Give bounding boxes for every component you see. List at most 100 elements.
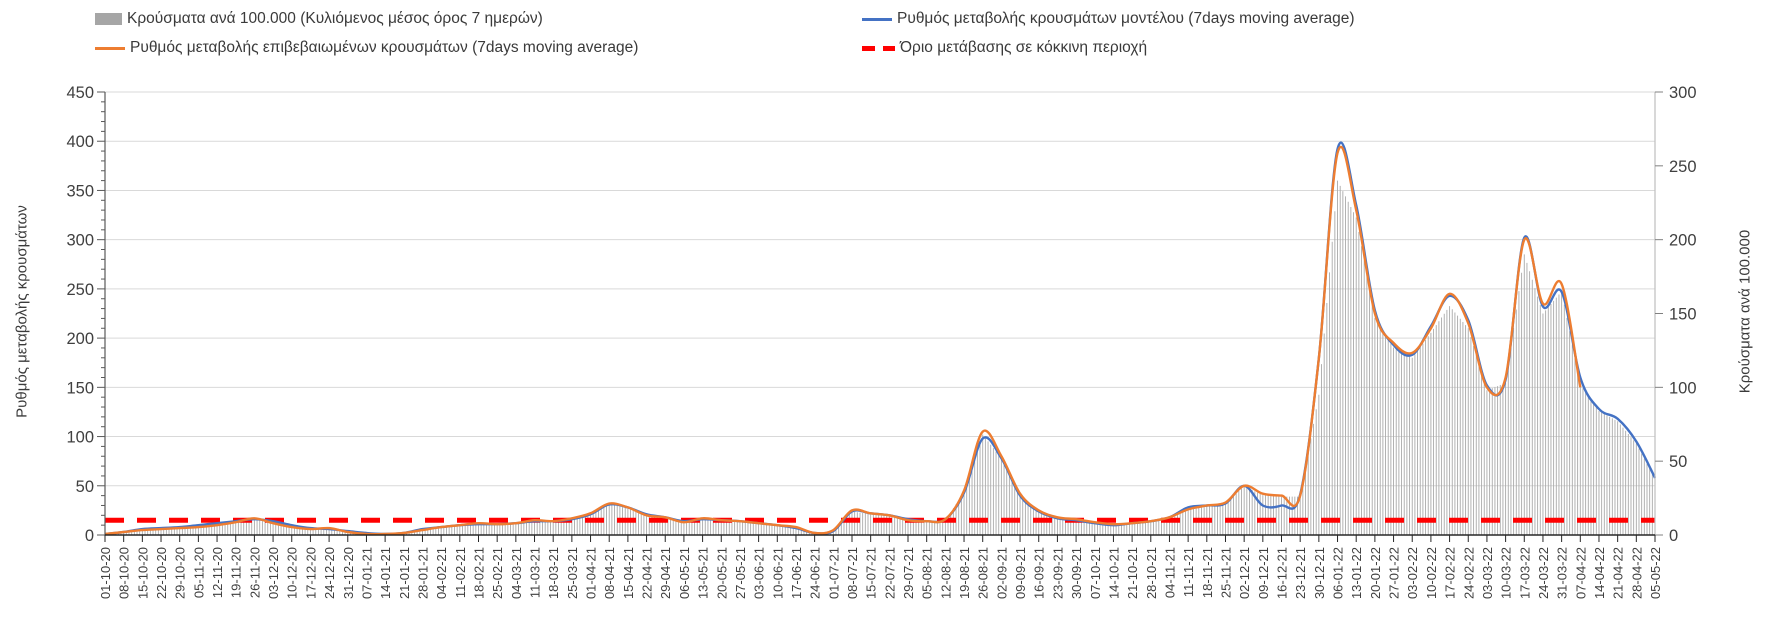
x-tick-label: 07-10-21	[1088, 547, 1103, 599]
x-tick-label: 05-11-20	[191, 547, 206, 598]
threshold-legend-swatch	[862, 45, 895, 51]
x-tick-label: 22-10-20	[154, 547, 169, 599]
x-tick-label: 06-05-21	[677, 547, 692, 599]
x-tick-label: 24-02-22	[1461, 547, 1476, 599]
y-right-tick-label: 200	[1669, 232, 1697, 250]
y-right-tick-label: 150	[1669, 306, 1697, 324]
x-tick-label: 03-12-20	[266, 547, 281, 599]
x-tick-label: 02-09-21	[994, 547, 1009, 599]
y-left-tick-label: 350	[66, 182, 94, 200]
x-tick-label: 10-03-22	[1499, 547, 1514, 599]
x-tick-label: 09-09-21	[1013, 547, 1028, 599]
x-tick-label: 28-10-21	[1144, 547, 1159, 599]
x-tick-label: 08-04-21	[602, 547, 617, 599]
x-tick-label: 28-01-21	[415, 547, 430, 599]
x-tick-label: 01-10-20	[98, 547, 113, 599]
y-right-tick-label: 300	[1669, 84, 1697, 102]
x-tick-label: 19-11-20	[229, 547, 244, 598]
y-left-tick-label: 150	[66, 379, 94, 397]
model-line-legend-label: Ρυθμός μεταβολής κρουσμάτων μοντέλου (7d…	[897, 10, 1355, 27]
y-right-tick-label: 50	[1669, 453, 1687, 471]
y-left-tick-label: 100	[66, 429, 94, 447]
y-right-tick-label: 0	[1669, 527, 1678, 545]
legend-item-model-line: Ρυθμός μεταβολής κρουσμάτων μοντέλου (7d…	[862, 10, 1355, 28]
x-tick-label: 03-03-22	[1480, 547, 1495, 599]
x-tick-label: 10-06-21	[770, 547, 785, 599]
x-tick-label: 23-12-21	[1293, 547, 1308, 599]
x-tick-label: 23-09-21	[1050, 547, 1065, 599]
confirmed-line	[104, 145, 1582, 536]
x-tick-label: 01-07-21	[826, 547, 841, 599]
x-tick-label: 24-03-22	[1536, 547, 1551, 599]
x-tick-label: 10-12-20	[285, 547, 300, 599]
x-tick-label: 20-01-22	[1368, 547, 1383, 599]
x-tick-label: 12-08-21	[938, 547, 953, 599]
x-tick-label: 09-12-21	[1256, 547, 1271, 599]
x-tick-label: 21-10-21	[1125, 547, 1140, 599]
x-tick-label: 04-03-21	[509, 547, 524, 599]
x-tick-label: 30-12-21	[1312, 547, 1327, 599]
x-tick-label: 04-11-21	[1162, 547, 1177, 598]
legend-item-bars: Κρούσματα ανά 100.000 (Κυλιόμενος μέσος …	[95, 10, 543, 28]
y-left-tick-label: 50	[76, 478, 94, 496]
x-tick-label: 22-07-21	[882, 547, 897, 599]
x-tick-label: 14-04-22	[1592, 547, 1607, 599]
x-tick-label: 08-07-21	[845, 547, 860, 599]
y-left-tick-label: 300	[66, 232, 94, 250]
x-tick-label: 29-10-20	[173, 547, 188, 599]
x-tick-label: 17-03-22	[1517, 547, 1532, 599]
x-tick-label: 03-02-22	[1405, 547, 1420, 599]
x-tick-label: 25-11-21	[1218, 547, 1233, 598]
x-tick-label: 05-08-21	[920, 547, 935, 599]
x-tick-label: 26-11-20	[247, 547, 262, 598]
model-line-legend-swatch	[862, 17, 892, 21]
x-tick-label: 29-07-21	[901, 547, 916, 599]
y-left-tick-label: 450	[66, 84, 94, 102]
x-tick-label: 28-04-22	[1629, 547, 1644, 599]
y-right-tick-label: 100	[1669, 379, 1697, 397]
x-tick-label: 31-12-20	[341, 547, 356, 599]
x-tick-label: 16-09-21	[1032, 547, 1047, 599]
x-tick-label: 26-08-21	[976, 547, 991, 599]
x-tick-label: 18-11-21	[1200, 547, 1215, 598]
x-tick-label: 08-10-20	[117, 547, 132, 599]
x-tick-label: 30-09-21	[1069, 547, 1084, 599]
x-tick-label: 25-02-21	[490, 547, 505, 599]
confirmed-line-legend-swatch	[95, 46, 125, 50]
x-tick-label: 03-06-21	[752, 547, 767, 599]
confirmed-line-legend-label: Ρυθμός μεταβολής επιβεβαιωμένων κρουσμάτ…	[130, 39, 639, 56]
threshold-legend-label: Όριο μετάβασης σε κόκκινη περιοχή	[900, 39, 1148, 56]
x-tick-label: 19-08-21	[957, 547, 972, 599]
y-left-tick-label: 400	[66, 133, 94, 151]
x-tick-label: 14-10-21	[1106, 547, 1121, 599]
x-tick-label: 17-12-20	[303, 547, 318, 599]
x-tick-label: 05-05-22	[1648, 547, 1663, 599]
x-tick-label: 31-03-22	[1555, 547, 1570, 599]
x-tick-label: 12-11-20	[210, 547, 225, 598]
y-left-tick-label: 0	[85, 527, 94, 545]
y-right-tick-label: 250	[1669, 158, 1697, 176]
y-axis-right: 0 50 100 150 200 250 300	[1655, 84, 1697, 545]
x-tick-label: 27-05-21	[733, 547, 748, 599]
x-tick-label: 18-02-21	[471, 547, 486, 599]
y-left-tick-label: 200	[66, 330, 94, 348]
x-tick-label: 14-01-21	[378, 547, 393, 599]
x-tick-label: 27-01-22	[1387, 547, 1402, 599]
x-tick-label: 11-02-21	[453, 547, 468, 598]
x-tick-label: 01-04-21	[584, 547, 599, 599]
x-tick-label: 11-11-21	[1181, 547, 1196, 597]
x-tick-label: 22-04-21	[640, 547, 655, 599]
x-tick-label: 15-10-20	[135, 547, 150, 599]
x-tick-label: 13-05-21	[696, 547, 711, 599]
x-tick-label: 21-01-21	[397, 547, 412, 599]
x-tick-label: 24-06-21	[808, 547, 823, 599]
x-tick-label: 21-04-22	[1611, 547, 1626, 599]
y-axis-left: 0 50 100 150 200 250 300 350 400 450	[66, 84, 105, 545]
legend-item-threshold: Όριο μετάβασης σε κόκκινη περιοχή	[862, 39, 1147, 57]
x-tick-label: 20-05-21	[714, 547, 729, 599]
bars-legend-swatch	[95, 13, 122, 25]
x-tick-label: 17-06-21	[789, 547, 804, 599]
legend-item-confirmed-line: Ρυθμός μεταβολής επιβεβαιωμένων κρουσμάτ…	[95, 39, 638, 57]
